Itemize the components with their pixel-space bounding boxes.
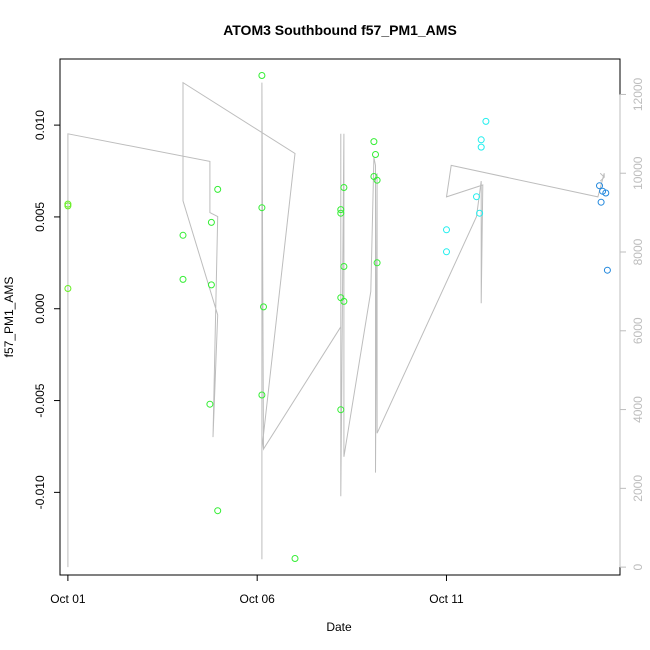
data-point — [477, 136, 485, 144]
y-tick-label: -0.010 — [33, 475, 47, 509]
y2-tick-label: 0 — [631, 563, 645, 570]
data-point — [64, 285, 72, 292]
data-point — [476, 209, 484, 217]
track-line — [67, 81, 605, 568]
data-point — [206, 400, 214, 408]
data-point — [337, 209, 345, 217]
data-point — [373, 176, 381, 184]
data-point — [214, 507, 222, 515]
data-point — [473, 193, 480, 201]
data-point — [179, 275, 187, 283]
data-point — [260, 303, 267, 311]
x-axis: Oct 01 Oct 06 Oct 11 — [50, 574, 464, 606]
data-point — [207, 281, 215, 289]
data-point — [373, 259, 381, 267]
points-layer — [64, 72, 611, 562]
data-point — [258, 72, 266, 79]
y-axis-right: 0 2000 4000 6000 8000 10000 12000 — [619, 77, 645, 570]
data-point — [179, 231, 187, 239]
data-point — [597, 198, 605, 206]
x-tick-label: Oct 11 — [429, 592, 464, 606]
y-tick-label: -0.005 — [33, 383, 47, 417]
chart-title: ATOM3 Southbound f57_PM1_AMS — [223, 22, 457, 38]
x-tick-label: Oct 06 — [240, 592, 276, 606]
data-point — [340, 297, 348, 305]
data-point — [370, 138, 378, 146]
y2-tick-label: 2000 — [631, 475, 645, 502]
data-point — [477, 143, 485, 151]
y2-tick-label: 6000 — [631, 317, 645, 344]
data-point — [207, 218, 215, 226]
x-tick-label: Oct 01 — [50, 592, 86, 606]
data-point — [258, 204, 266, 212]
data-point — [337, 406, 345, 414]
data-point — [214, 185, 222, 193]
data-point — [337, 206, 345, 214]
x-axis-label: Date — [326, 620, 352, 634]
data-point — [372, 151, 379, 158]
y-axis-left: -0.010 -0.005 0.000 0.005 0.010 — [33, 110, 61, 509]
y-tick-label: 0.010 — [33, 110, 47, 140]
track-layer — [67, 81, 605, 568]
data-point — [340, 263, 348, 270]
y2-tick-label: 4000 — [631, 396, 645, 423]
data-point — [596, 182, 603, 190]
data-point — [482, 117, 490, 125]
data-point — [64, 202, 72, 210]
data-point — [443, 248, 450, 256]
plot-area-border — [59, 58, 621, 576]
y-axis-label: f57_PM1_AMS — [2, 277, 16, 358]
y-tick-label: 0.005 — [33, 202, 47, 232]
data-point — [602, 189, 610, 197]
y2-tick-label: 10000 — [631, 156, 645, 190]
data-point — [603, 266, 611, 274]
y2-tick-label: 8000 — [631, 238, 645, 265]
y-tick-label: 0.000 — [33, 293, 47, 323]
data-point — [340, 184, 348, 191]
y2-tick-label: 12000 — [631, 77, 645, 111]
data-point — [291, 555, 299, 562]
track-end-marker — [599, 172, 605, 182]
data-point — [443, 226, 450, 234]
data-point — [258, 391, 266, 399]
